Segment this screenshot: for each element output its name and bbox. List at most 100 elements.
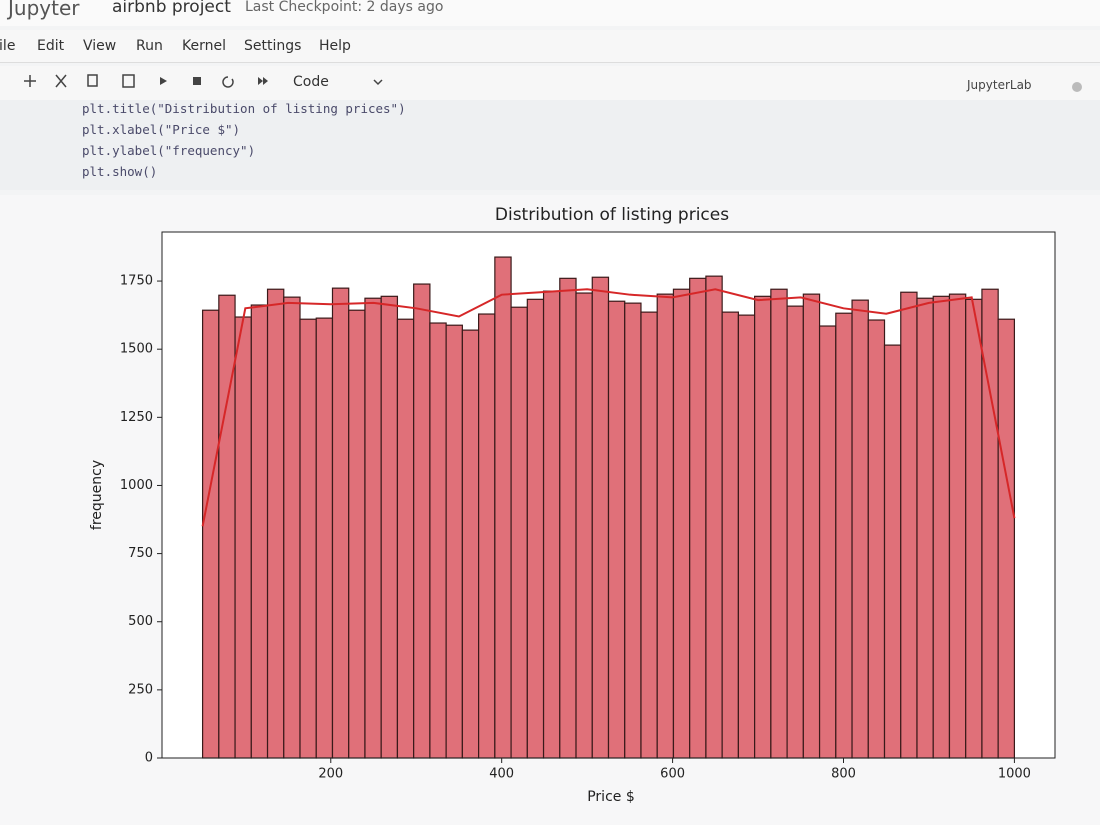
bar: [705, 275, 723, 759]
x-tick-label: 200: [318, 767, 343, 782]
y-tick-label: 500: [128, 614, 153, 629]
x-axis-label: Price $: [587, 789, 635, 805]
bar: [624, 302, 642, 759]
bar: [510, 306, 528, 759]
bar: [656, 293, 675, 759]
stop-button[interactable]: [193, 77, 201, 85]
run-all-button[interactable]: [258, 77, 268, 85]
y-tick-label: 0: [145, 751, 153, 766]
y-tick-label: 1000: [120, 478, 153, 493]
kernel-label[interactable]: JupyterLab: [967, 78, 1032, 92]
bar: [883, 344, 902, 759]
bar: [689, 277, 707, 759]
menu-item[interactable]: Kernel: [182, 38, 226, 54]
title-bar: Jupyter airbnb project Last Checkpoint: …: [0, 0, 1100, 26]
bar: [965, 298, 983, 759]
bar: [201, 309, 220, 759]
bar: [526, 298, 545, 759]
y-tick-label: 750: [128, 546, 153, 561]
y-tick-label: 1750: [120, 274, 153, 289]
bar: [315, 317, 334, 759]
cut-button[interactable]: [55, 74, 67, 88]
notebook-name[interactable]: airbnb project: [112, 0, 231, 17]
y-axis-label: frequency: [89, 460, 105, 530]
code-cell[interactable]: plt.title("Distribution of listing price…: [0, 100, 1100, 190]
bar: [413, 283, 431, 759]
bar: [542, 290, 561, 759]
menu-item[interactable]: View: [83, 38, 117, 54]
chart-title: Distribution of listing prices: [495, 205, 729, 225]
bar: [218, 294, 236, 759]
bar: [835, 312, 853, 759]
bar: [266, 288, 285, 759]
paste-button[interactable]: [122, 74, 135, 88]
bar: [591, 276, 610, 759]
bar: [932, 295, 951, 759]
copy-button[interactable]: [87, 74, 98, 87]
toolbar-icons: [24, 74, 268, 88]
menu-item[interactable]: Settings: [244, 38, 302, 54]
bar: [234, 316, 252, 759]
bar: [494, 256, 512, 759]
bar: [445, 324, 463, 759]
menu-item[interactable]: Help: [319, 38, 351, 54]
bar: [818, 325, 837, 759]
code-line: plt.title("Distribution of listing price…: [82, 101, 406, 116]
code-line: plt.show(): [82, 164, 158, 179]
bar: [640, 311, 658, 759]
y-tick-label: 1250: [120, 410, 153, 425]
bar: [559, 277, 577, 759]
bar: [607, 300, 626, 759]
x-tick-label: 800: [831, 767, 856, 782]
bar: [380, 295, 399, 759]
bar: [802, 293, 821, 759]
bar: [851, 299, 869, 759]
checkpoint: Last Checkpoint: 2 days ago: [245, 0, 444, 15]
bar: [754, 295, 772, 759]
bar: [348, 309, 366, 759]
bar: [900, 291, 918, 759]
axes-frame: [161, 231, 1056, 759]
x-tick-label: 400: [489, 767, 514, 782]
run-button[interactable]: [160, 77, 167, 85]
menu-item[interactable]: Edit: [37, 38, 65, 54]
code-line: plt.ylabel("frequency"): [82, 143, 256, 158]
bar: [299, 318, 317, 759]
dropdown-arrow: [373, 79, 383, 86]
y-tick-label: 250: [128, 682, 153, 697]
menu-bar: File Edit View Run Kernel Settings Help: [0, 30, 1100, 63]
bar: [283, 296, 301, 759]
kernel-status: [1072, 82, 1082, 92]
bar: [786, 305, 804, 759]
chart: Distribution of listing prices Price $ f…: [0, 195, 1100, 825]
bar: [770, 288, 788, 759]
add-cell-button[interactable]: [24, 75, 36, 87]
bar: [575, 292, 593, 759]
bar: [997, 318, 1016, 759]
menu-item[interactable]: Run: [136, 38, 163, 54]
bar: [672, 288, 691, 759]
code-line: plt.xlabel("Price $"): [82, 122, 241, 137]
bar: [478, 313, 496, 759]
logo[interactable]: Jupyter: [8, 0, 80, 20]
cell-type-select[interactable]: Code: [293, 74, 329, 90]
bar: [250, 304, 269, 759]
kde-line: [201, 288, 1016, 527]
bar: [461, 329, 480, 759]
bar: [429, 322, 447, 759]
bar: [331, 287, 350, 759]
bar: [364, 297, 382, 759]
bar: [948, 293, 967, 759]
x-tick-label: 600: [660, 767, 685, 782]
bar: [396, 318, 415, 759]
bar: [867, 319, 886, 759]
bar: [737, 314, 756, 759]
x-tick-label: 1000: [998, 767, 1031, 782]
bar: [916, 297, 934, 759]
toolbar: Code JupyterLab: [0, 66, 1100, 101]
restart-button[interactable]: [222, 76, 234, 88]
bar: [721, 311, 739, 759]
y-tick-label: 1500: [120, 342, 153, 357]
menu-item[interactable]: File: [0, 38, 16, 54]
